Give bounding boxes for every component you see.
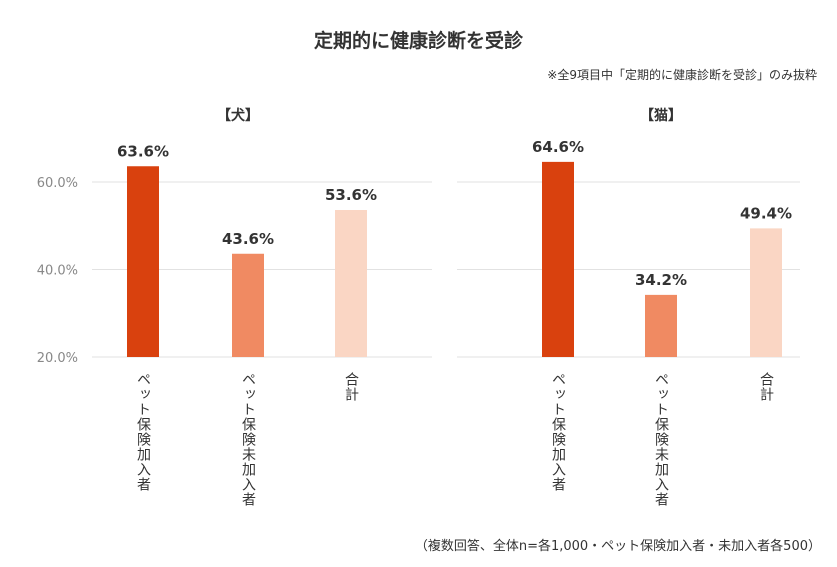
bar (645, 294, 677, 357)
y-tick-label: 40.0% (37, 264, 78, 279)
bar (335, 210, 367, 357)
bar (750, 228, 782, 357)
category-label: ペット保険加入者 (550, 372, 566, 492)
category-label: 合計 (758, 372, 774, 402)
panel-title: 【猫】 (640, 107, 682, 124)
dog-chart-panel: 20.0% 40.0% 60.0% 【犬】 63.6% ペット保険加入者 43.6% ペット保… (37, 107, 432, 507)
y-tick-label: 60.0% (37, 176, 78, 191)
category-label: ペット保険加入者 (135, 372, 151, 492)
panel-title: 【犬】 (217, 107, 259, 124)
sample-size-footnote: （複数回答、全体n=各1,000・ペット保険加入者・未加入者各500） (414, 539, 821, 554)
category-label: ペット保険未加入者 (653, 372, 669, 507)
cat-chart-panel: 【猫】 64.6% ペット保険加入者 34.2% ペット保険未加入者 49.4% 合計 (457, 107, 800, 507)
bar-value-label: 49.4% (740, 204, 792, 222)
bar (232, 253, 264, 357)
bar-value-label: 64.6% (532, 138, 584, 156)
category-label: 合計 (343, 372, 359, 402)
bar-value-label: 63.6% (117, 142, 169, 160)
bar-value-label: 53.6% (325, 186, 377, 204)
bar-value-label: 34.2% (635, 271, 687, 289)
bar-value-label: 43.6% (222, 230, 274, 248)
bar (127, 166, 159, 357)
chart-subtitle-note: ※全9項目中「定期的に健康診断を受診」のみ抜粋 (547, 68, 817, 82)
y-tick-label: 20.0% (37, 351, 78, 366)
chart-title: 定期的に健康診断を受診 (313, 30, 523, 52)
category-label: ペット保険未加入者 (240, 372, 256, 507)
bar (542, 161, 574, 357)
